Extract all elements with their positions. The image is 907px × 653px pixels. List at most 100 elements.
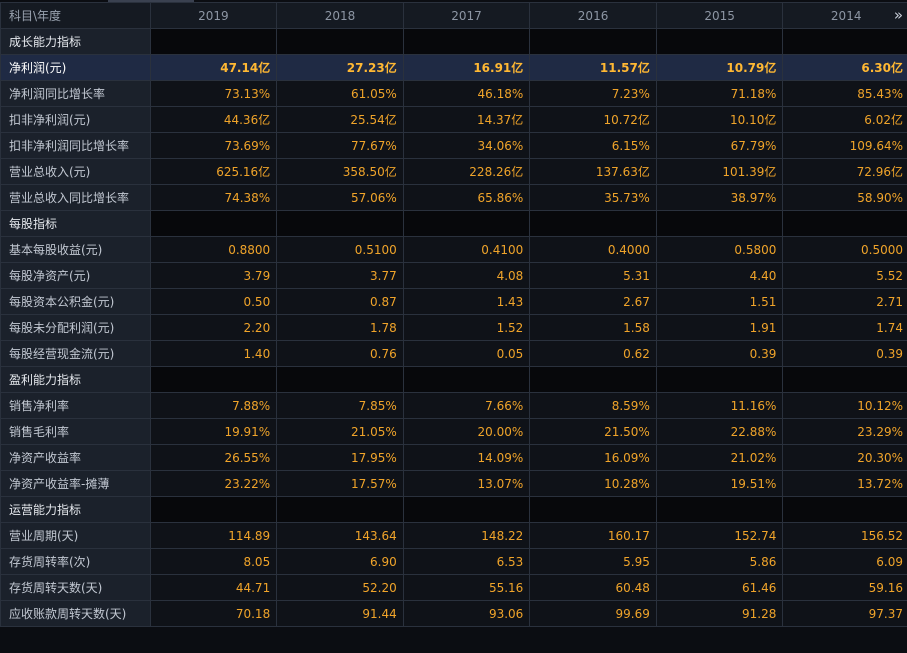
value-cell: 625.16亿: [149, 158, 278, 185]
section-header-row: 盈利能力指标: [0, 366, 907, 393]
row-label[interactable]: 净资产收益率-摊薄: [0, 470, 151, 497]
year-header-last[interactable]: 2014 »: [782, 2, 907, 29]
value-cell: 14.37亿: [402, 106, 531, 133]
value-cell: 91.44: [276, 600, 404, 627]
value-cell: 3.79: [149, 262, 278, 289]
value-cell: 11.16%: [655, 392, 784, 419]
section-blank-cell: [276, 366, 404, 393]
value-cell: 143.64: [276, 522, 404, 549]
section-header-row: 成长能力指标: [0, 28, 907, 55]
value-cell: 1.91: [655, 314, 784, 341]
section-blank-cell: [149, 210, 278, 237]
row-label[interactable]: 每股经营现金流(元): [0, 340, 151, 367]
value-cell: 0.5800: [655, 236, 784, 263]
value-cell: 17.95%: [276, 444, 404, 471]
section-blank-cell: [402, 366, 531, 393]
table-row: 应收账款周转天数(天) 70.18 91.44 93.06 99.69 91.28 97.3…: [0, 600, 907, 627]
table-row: 每股净资产(元) 3.79 3.77 4.08 5.31 4.40 5.52: [0, 262, 907, 289]
value-cell: 5.95: [529, 548, 657, 575]
year-header[interactable]: 2015: [655, 2, 784, 29]
table-row: 净利润同比增长率 73.13% 61.05% 46.18% 7.23% 71.18% 85.…: [0, 80, 907, 107]
value-cell: 77.67%: [276, 132, 404, 159]
row-label[interactable]: 营业周期(天): [0, 522, 151, 549]
value-cell: 10.10亿: [655, 106, 784, 133]
value-cell: 25.54亿: [276, 106, 404, 133]
value-cell: 114.89: [149, 522, 278, 549]
year-header[interactable]: 2017: [402, 2, 531, 29]
section-blank-cell: [782, 366, 907, 393]
value-cell: 91.28: [655, 600, 784, 627]
value-cell: 85.43%: [782, 80, 907, 107]
year-header[interactable]: 2018: [276, 2, 404, 29]
value-cell: 23.29%: [782, 418, 907, 445]
value-cell: 46.18%: [402, 80, 531, 107]
value-cell: 7.85%: [276, 392, 404, 419]
value-cell: 0.5000: [782, 236, 907, 263]
value-cell: 0.62: [529, 340, 657, 367]
value-cell: 99.69: [529, 600, 657, 627]
value-cell: 7.23%: [529, 80, 657, 107]
value-cell: 0.8800: [149, 236, 278, 263]
row-label[interactable]: 扣非净利润(元): [0, 106, 151, 133]
row-label[interactable]: 存货周转天数(天): [0, 574, 151, 601]
row-label[interactable]: 存货周转率(次): [0, 548, 151, 575]
year-header[interactable]: 2016: [529, 2, 657, 29]
value-cell: 148.22: [402, 522, 531, 549]
section-blank-cell: [276, 496, 404, 523]
row-label[interactable]: 基本每股收益(元): [0, 236, 151, 263]
section-blank-cell: [782, 210, 907, 237]
table-row: 每股资本公积金(元) 0.50 0.87 1.43 2.67 1.51 2.71: [0, 288, 907, 315]
value-cell: 10.79亿: [655, 54, 784, 81]
value-cell: 2.71: [782, 288, 907, 315]
row-label[interactable]: 净资产收益率: [0, 444, 151, 471]
table-row: 营业周期(天) 114.89 143.64 148.22 160.17 152.74 156…: [0, 522, 907, 549]
row-label[interactable]: 应收账款周转天数(天): [0, 600, 151, 627]
section-blank-cell: [529, 496, 657, 523]
section-blank-cell: [655, 210, 784, 237]
section-blank-cell: [149, 496, 278, 523]
value-cell: 228.26亿: [402, 158, 531, 185]
value-cell: 72.96亿: [782, 158, 907, 185]
value-cell: 93.06: [402, 600, 531, 627]
value-cell: 58.90%: [782, 184, 907, 211]
row-label[interactable]: 营业总收入同比增长率: [0, 184, 151, 211]
value-cell: 74.38%: [149, 184, 278, 211]
value-cell: 21.05%: [276, 418, 404, 445]
row-label[interactable]: 每股净资产(元): [0, 262, 151, 289]
value-cell: 2.20: [149, 314, 278, 341]
section-header-row: 运营能力指标: [0, 496, 907, 523]
row-label[interactable]: 销售净利率: [0, 392, 151, 419]
double-chevron-right-icon[interactable]: »: [893, 6, 903, 24]
value-cell: 6.15%: [529, 132, 657, 159]
year-header[interactable]: 2019: [149, 2, 278, 29]
value-cell: 0.5100: [276, 236, 404, 263]
row-label[interactable]: 每股未分配利润(元): [0, 314, 151, 341]
row-label[interactable]: 净利润同比增长率: [0, 80, 151, 107]
value-cell: 13.07%: [402, 470, 531, 497]
row-label[interactable]: 扣非净利润同比增长率: [0, 132, 151, 159]
value-cell: 61.05%: [276, 80, 404, 107]
row-label[interactable]: 销售毛利率: [0, 418, 151, 445]
value-cell: 19.91%: [149, 418, 278, 445]
section-blank-cell: [655, 496, 784, 523]
value-cell: 34.06%: [402, 132, 531, 159]
value-cell: 67.79%: [655, 132, 784, 159]
financial-indicators-table: 科目\年度 2019 2018 2017 2016 2015 2014 » 成长…: [0, 2, 907, 627]
value-cell: 52.20: [276, 574, 404, 601]
value-cell: 0.76: [276, 340, 404, 367]
value-cell: 71.18%: [655, 80, 784, 107]
year-header-label: 2014: [830, 8, 862, 23]
table-row: 扣非净利润(元) 44.36亿 25.54亿 14.37亿 10.72亿 10.10亿 6.…: [0, 106, 907, 133]
value-cell: 14.09%: [402, 444, 531, 471]
row-label[interactable]: 净利润(元): [0, 54, 151, 81]
section-title: 成长能力指标: [0, 28, 151, 55]
row-label[interactable]: 营业总收入(元): [0, 158, 151, 185]
section-title: 运营能力指标: [0, 496, 151, 523]
section-blank-cell: [402, 210, 531, 237]
table-row: 净资产收益率 26.55% 17.95% 14.09% 16.09% 21.02% 20.3…: [0, 444, 907, 471]
row-label[interactable]: 每股资本公积金(元): [0, 288, 151, 315]
value-cell: 38.97%: [655, 184, 784, 211]
value-cell: 10.12%: [782, 392, 907, 419]
value-cell: 6.09: [782, 548, 907, 575]
value-cell: 10.28%: [529, 470, 657, 497]
